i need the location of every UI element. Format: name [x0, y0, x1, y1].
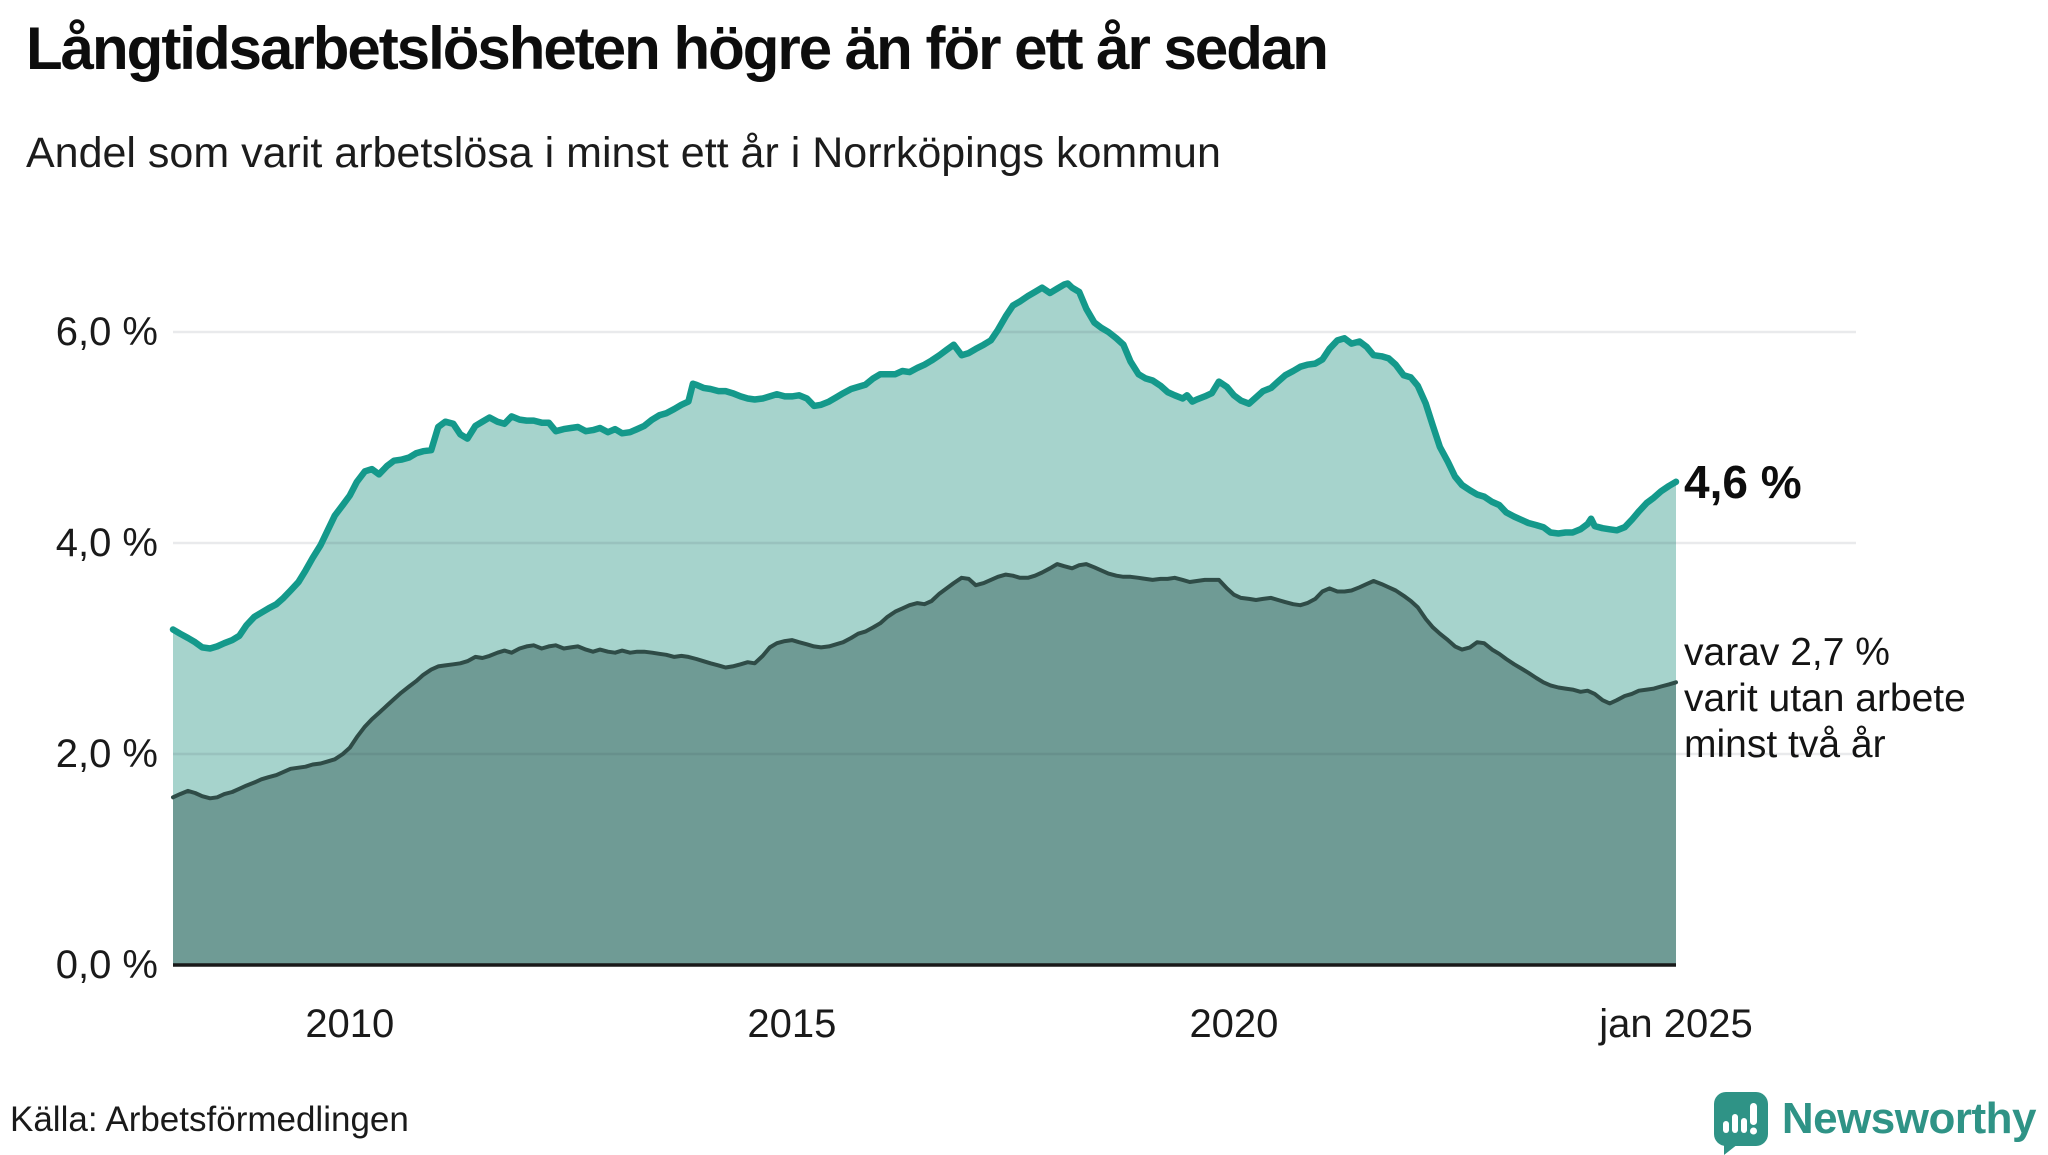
y-tick-label-0: 0,0 % [55, 943, 158, 987]
series-line-minst-två-år [171, 562, 1678, 801]
page-title: Långtidsarbetslösheten högre än för ett … [26, 15, 1329, 82]
y-tick-label-6: 6,0 % [55, 310, 158, 354]
annotation-line: varit utan arbete [1684, 677, 1966, 721]
latest-value-label: 4,6 % [1684, 455, 1802, 508]
y-tick-label-2: 2,0 % [55, 732, 158, 776]
x-tick-label-2010: 2010 [305, 1002, 395, 1046]
x-tick-label-2015: 2015 [747, 1002, 837, 1046]
y-tick-label-4: 4,0 % [55, 521, 158, 565]
newsworthy-wordmark: Newsworthy [1781, 1094, 2037, 1143]
source-caption: Källa: Arbetsförmedlingen [10, 1100, 409, 1139]
sub-series-annotation: varav 2,7 % varit utan arbete minst två … [1684, 630, 1966, 768]
newsworthy-speech-bubble-icon [1713, 1092, 1768, 1155]
series-line-minst-ett-år [169, 280, 1680, 652]
bar-chart-glyph [1722, 1103, 1757, 1135]
annotation-line: minst två år [1684, 723, 1886, 767]
x-tick-label-jan-2025: jan 2025 [1599, 1002, 1753, 1046]
page-subtitle: Andel som varit arbetslösa i minst ett å… [26, 129, 1221, 177]
area-fill-minst-två-år [173, 564, 1676, 965]
annotation-line: varav 2,7 % [1684, 631, 1890, 675]
newsworthy-logo: Newsworthy [1713, 1092, 2037, 1155]
x-tick-label-2020: 2020 [1189, 1002, 1279, 1046]
